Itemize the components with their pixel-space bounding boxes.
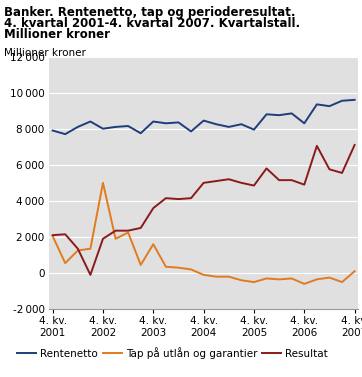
Rentenetto [88,119,93,124]
Resultat [101,236,105,241]
Rentenetto [113,125,118,129]
Rentenetto [139,131,143,135]
Rentenetto [50,128,55,133]
Tap på utlån og garantier [327,275,332,280]
Resultat [302,182,307,187]
Rentenetto [101,126,105,131]
Rentenetto [340,98,344,103]
Tap på utlån og garantier [277,277,281,282]
Tap på utlån og garantier [189,267,193,272]
Tap på utlån og garantier [50,234,55,238]
Tap på utlån og garantier [113,236,118,241]
Rentenetto [277,113,281,118]
Resultat [327,167,332,172]
Tap på utlån og garantier [63,261,67,265]
Tap på utlån og garantier [340,280,344,284]
Resultat [290,178,294,182]
Rentenetto [290,111,294,116]
Resultat [201,181,206,185]
Resultat [151,206,155,210]
Rentenetto [76,125,80,129]
Rentenetto [63,132,67,136]
Resultat [76,247,80,251]
Rentenetto [214,122,218,126]
Resultat [227,177,231,181]
Tap på utlån og garantier [239,278,244,282]
Line: Tap på utlån og garantier: Tap på utlån og garantier [52,183,355,284]
Resultat [353,143,357,147]
Rentenetto [176,120,181,125]
Text: Millioner kroner: Millioner kroner [4,48,85,58]
Rentenetto [315,102,319,107]
Tap på utlån og garantier [264,276,269,281]
Rentenetto [201,118,206,123]
Resultat [126,228,130,233]
Rentenetto [252,127,256,132]
Rentenetto [353,98,357,102]
Tap på utlån og garantier [302,282,307,286]
Resultat [252,183,256,188]
Rentenetto [189,129,193,134]
Rentenetto [264,112,269,116]
Tap på utlån og garantier [176,265,181,270]
Text: Banker. Rentenetto, tap og perioderesultat.: Banker. Rentenetto, tap og perioderesult… [4,6,295,18]
Resultat [63,232,67,236]
Tap på utlån og garantier [151,242,155,247]
Tap på utlån og garantier [227,274,231,279]
Resultat [50,233,55,238]
Resultat [176,197,181,201]
Rentenetto [126,124,130,128]
Resultat [113,228,118,233]
Tap på utlån og garantier [88,247,93,251]
Resultat [340,171,344,175]
Tap på utlån og garantier [101,181,105,185]
Text: Millioner kroner: Millioner kroner [4,28,110,41]
Rentenetto [227,125,231,129]
Resultat [264,166,269,171]
Resultat [189,196,193,201]
Resultat [277,178,281,182]
Tap på utlån og garantier [353,269,357,274]
Tap på utlån og garantier [201,273,206,277]
Rentenetto [151,119,155,124]
Rentenetto [302,121,307,126]
Resultat [315,144,319,148]
Resultat [239,181,244,185]
Line: Rentenetto: Rentenetto [52,100,355,134]
Tap på utlån og garantier [290,276,294,281]
Tap på utlån og garantier [126,230,130,235]
Resultat [164,196,168,201]
Resultat [88,273,93,277]
Rentenetto [164,121,168,126]
Rentenetto [327,104,332,109]
Text: 4. kvartal 2001-4. kvartal 2007. Kvartalstall.: 4. kvartal 2001-4. kvartal 2007. Kvartal… [4,17,300,30]
Resultat [139,226,143,230]
Legend: Rentenetto, Tap på utlån og garantier, Resultat: Rentenetto, Tap på utlån og garantier, R… [17,347,328,359]
Line: Resultat: Resultat [52,145,355,275]
Tap på utlån og garantier [76,248,80,253]
Tap på utlån og garantier [139,263,143,267]
Tap på utlån og garantier [214,274,218,279]
Resultat [214,179,218,183]
Tap på utlån og garantier [252,280,256,284]
Tap på utlån og garantier [315,277,319,282]
Tap på utlån og garantier [164,265,168,269]
Rentenetto [239,122,244,126]
